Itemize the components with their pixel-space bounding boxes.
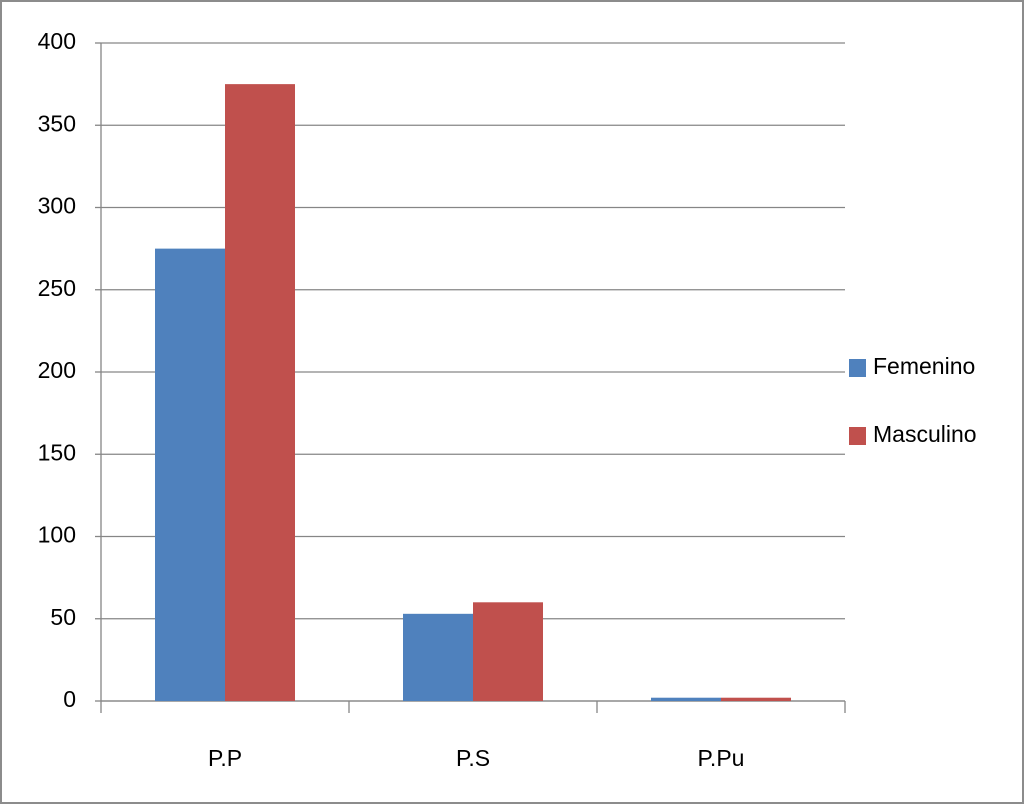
y-tick-label: 150 bbox=[38, 439, 76, 465]
legend-swatch bbox=[849, 359, 866, 377]
bar bbox=[651, 697, 721, 701]
legend-label: Femenino bbox=[873, 353, 975, 379]
y-tick-label: 250 bbox=[38, 275, 76, 301]
y-tick-label: 0 bbox=[63, 686, 76, 712]
y-tick-label: 300 bbox=[38, 193, 76, 219]
bar bbox=[721, 697, 791, 701]
bar bbox=[403, 613, 473, 701]
x-tick-label: P.Pu bbox=[698, 745, 745, 771]
bar bbox=[155, 248, 225, 701]
bar bbox=[473, 602, 543, 701]
y-tick-label: 100 bbox=[38, 522, 76, 548]
y-tick-label: 350 bbox=[38, 110, 76, 136]
legend-swatch bbox=[849, 427, 866, 445]
x-tick-label: P.P bbox=[208, 745, 242, 771]
y-tick-label: 400 bbox=[38, 28, 76, 54]
y-tick-label: 200 bbox=[38, 357, 76, 383]
x-tick-label: P.S bbox=[456, 745, 490, 771]
bar bbox=[225, 84, 295, 701]
legend-label: Masculino bbox=[873, 421, 977, 447]
y-tick-label: 50 bbox=[50, 604, 76, 630]
